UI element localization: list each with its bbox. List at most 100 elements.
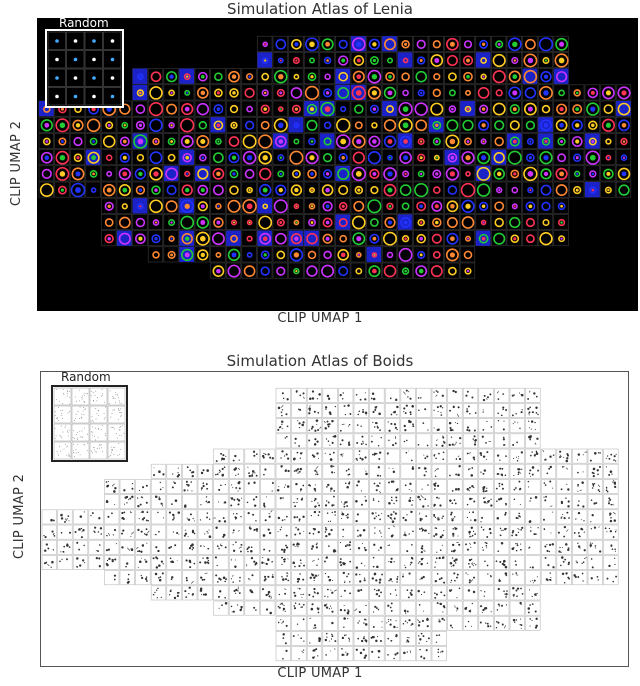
lenia-tile [319,68,335,85]
lenia-tile [147,84,164,101]
lenia-tile [553,181,569,198]
boids-tile-grid [41,387,619,662]
lenia-tile [288,149,304,166]
lenia-tile [257,246,273,263]
lenia-tile [491,100,507,117]
boids-tile [462,585,479,601]
boids-tile [478,403,494,418]
lenia-tile [272,197,288,214]
boids-tile [400,555,416,570]
lenia-tile [397,230,413,247]
lenia-tile [491,214,507,230]
lenia-tile [303,84,320,101]
boids-tile [72,524,89,540]
lenia-tile [428,246,444,263]
lenia-tile [335,84,351,101]
lenia-tile [381,246,398,263]
lenia-tile [257,68,273,85]
lenia-tile [335,100,351,117]
lenia-tile [600,133,616,149]
lenia-tile [381,116,398,133]
lenia-tile [615,100,632,117]
lenia-tile [428,165,444,182]
lenia-tile [428,262,444,279]
lenia-tile [459,165,476,182]
lenia-tile [459,116,476,133]
boids-tile [260,479,276,494]
lenia-tile [366,84,382,101]
boids-tile [494,463,510,479]
boids-tile [447,403,463,418]
boids-tile [509,539,525,555]
lenia-tile [459,197,476,214]
boids-tile [291,418,307,434]
lenia-tile [522,52,538,68]
lenia-tile [288,84,304,101]
boids-tile [384,463,401,479]
lenia-tile [615,181,632,198]
lenia-tile [459,149,476,166]
boids-tile [431,646,447,662]
boids-tile [509,479,525,494]
boids-tile [135,570,151,586]
lenia-tile [272,262,288,279]
lenia-tile [38,133,54,149]
lenia-tile [522,35,538,52]
boids-tile [462,418,479,434]
lenia-tile [288,165,304,182]
lenia-tile [413,52,429,68]
boids-tile [119,479,135,494]
boids-tile [182,570,198,586]
boids-y-axis-label: CLIP UMAP 2 [12,473,28,560]
boids-tile [384,524,401,540]
lenia-tile [350,181,366,198]
lenia-tile [288,262,304,279]
boids-tile [306,585,323,601]
boids-tile [322,585,338,601]
boids-random-tile [53,387,72,406]
lenia-tile [366,262,382,279]
boids-tile [431,387,447,403]
boids-tile [525,509,541,525]
lenia-tile [537,68,554,85]
boids-tile [478,600,494,616]
lenia-tile [319,52,335,68]
lenia-tile [584,149,600,166]
lenia-tile [506,197,522,214]
boids-tile [166,494,182,510]
boids-tile [322,615,338,631]
boids-tile [431,494,447,510]
boids-tile [291,615,307,631]
boids-tile [213,539,229,555]
boids-tile [41,539,57,555]
boids-tile [322,524,338,540]
boids-tile [525,615,541,631]
lenia-tile [257,100,273,117]
lenia-tile [272,214,288,230]
lenia-tile [101,165,117,182]
lenia-tile [381,35,398,52]
boids-tile [338,570,354,586]
lenia-tile [491,149,507,166]
lenia-tile [366,35,382,52]
lenia-tile [413,246,429,263]
boids-tile [431,418,447,434]
lenia-tile [413,84,429,101]
boids-tile [400,539,416,555]
boids-tile [447,615,463,631]
boids-tile [182,509,198,525]
lenia-tile [147,181,164,198]
lenia-tile [459,35,476,52]
lenia-tile [194,149,210,166]
boids-tile [291,433,307,449]
boids-tile [416,555,432,570]
boids-random-tile [71,387,90,406]
lenia-tile [179,68,195,85]
boids-tile [462,494,479,510]
lenia-tile [381,262,398,279]
boids-tile [322,494,338,510]
lenia-y-axis-label: CLIP UMAP 2 [9,120,25,207]
boids-tile [182,524,198,540]
boids-tile [150,539,167,555]
lenia-tile [397,262,413,279]
